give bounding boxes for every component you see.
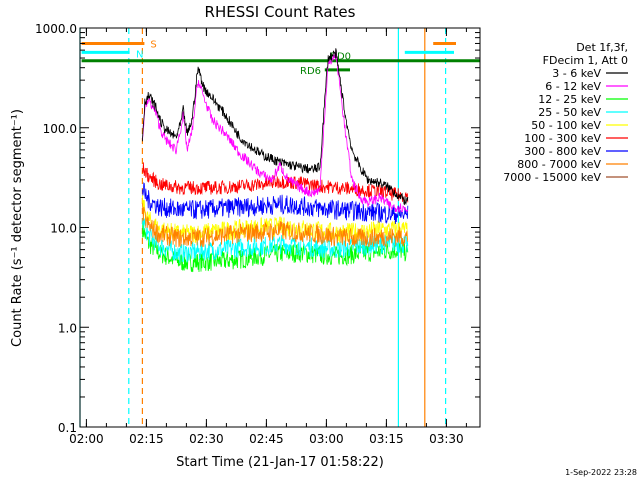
chart-title: RHESSI Count Rates (205, 3, 356, 21)
y-tick-label: 1000.0 (35, 22, 77, 36)
state-bar-label: N (136, 49, 143, 60)
y-tick-label: 10.0 (50, 222, 77, 236)
x-tick-label: 02:00 (69, 432, 104, 446)
state-bar-label: RD6 (300, 66, 321, 77)
legend-label: 12 - 25 keV (538, 93, 601, 106)
state-bar-label: S (150, 39, 156, 50)
y-tick-label: 1.0 (58, 321, 77, 335)
x-tick-label: 03:00 (309, 432, 344, 446)
legend-header-line: FDecim 1, Att 0 (543, 54, 628, 67)
series-line (142, 203, 409, 248)
state-bar-label: RD0 (330, 52, 351, 63)
footer-timestamp: 1-Sep-2022 23:28 (565, 468, 637, 477)
legend-label: 300 - 800 keV (524, 145, 601, 158)
x-tick-label: 03:30 (429, 432, 464, 446)
legend-label: 3 - 6 keV (552, 67, 601, 80)
legend-label: 7000 - 15000 keV (503, 171, 601, 184)
legend-label: 6 - 12 keV (545, 80, 601, 93)
series-line (142, 162, 409, 203)
x-tick-label: 02:15 (129, 432, 164, 446)
legend-label: 50 - 100 keV (531, 119, 601, 132)
legend-label: 100 - 300 keV (524, 132, 601, 145)
x-tick-label: 03:15 (369, 432, 404, 446)
x-axis-title: Start Time (21-Jan-17 01:58:22) (176, 455, 384, 470)
y-axis-title: Count Rate (s⁻¹ detector segment⁻¹) (10, 109, 25, 347)
legend-label: 800 - 7000 keV (517, 158, 601, 171)
series-line (142, 48, 409, 206)
series-line (142, 182, 409, 225)
y-tick-label: 0.1 (58, 421, 77, 435)
x-tick-label: 02:45 (249, 432, 284, 446)
series-line (142, 220, 409, 273)
x-tick-label: 02:30 (189, 432, 224, 446)
y-tick-label: 100.0 (43, 122, 77, 136)
legend-label: 25 - 50 keV (538, 106, 601, 119)
legend-header-line: Det 1f,3f, (576, 41, 628, 54)
series-line (142, 49, 409, 213)
